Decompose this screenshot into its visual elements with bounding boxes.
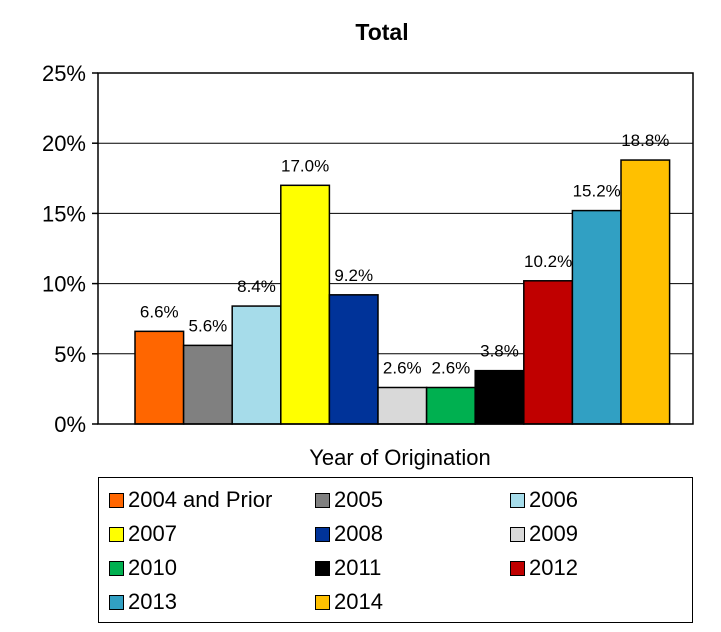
legend-swatch <box>315 492 330 508</box>
legend-item: 2012 <box>510 554 578 582</box>
legend-swatch <box>109 594 124 610</box>
legend-swatch <box>315 594 330 610</box>
legend-swatch <box>315 560 330 576</box>
bar-2007 <box>280 184 331 425</box>
data-label: 9.2% <box>334 266 373 285</box>
y-tick-label: 15% <box>42 201 86 226</box>
legend-swatch <box>109 492 124 508</box>
legend-item: 2008 <box>315 520 383 548</box>
legend-swatch <box>315 526 330 542</box>
bar-2012 <box>523 280 574 425</box>
legend-label: 2013 <box>128 589 177 614</box>
data-label: 15.2% <box>573 182 621 201</box>
legend-item: 2010 <box>109 554 177 582</box>
legend-item: 2005 <box>315 486 383 514</box>
bar-2009 <box>377 386 428 425</box>
data-label: 8.4% <box>237 277 276 296</box>
legend-swatch <box>510 492 525 508</box>
legend-label: 2006 <box>529 487 578 512</box>
legend-swatch <box>109 560 124 576</box>
legend-label: 2010 <box>128 555 177 580</box>
legend-item: 2009 <box>510 520 578 548</box>
y-tick-label: 5% <box>54 342 86 367</box>
legend-swatch <box>510 560 525 576</box>
legend: 2004 and Prior 2005 2006 2007 2008 2009 2010 20… <box>98 477 693 623</box>
bar-2013 <box>571 209 622 425</box>
data-label: 17.0% <box>281 156 329 175</box>
data-label: 2.6% <box>383 358 422 377</box>
data-label: 18.8% <box>621 131 669 150</box>
x-axis-label: Year of Origination <box>309 445 490 470</box>
y-tick-label: 10% <box>42 272 86 297</box>
legend-label: 2005 <box>334 487 383 512</box>
chart-title: Total <box>355 19 408 45</box>
y-tick-label: 25% <box>42 61 86 86</box>
y-tick-label: 0% <box>54 412 86 437</box>
y-axis-ticks: 0% 5% 10% 15% 20% 25% <box>42 61 98 437</box>
legend-label: 2008 <box>334 521 383 546</box>
bar-2014 <box>620 159 671 425</box>
legend-item: 2004 and Prior <box>109 486 272 514</box>
legend-item: 2014 <box>315 588 383 616</box>
data-label: 6.6% <box>140 302 179 321</box>
bar-2006 <box>231 305 282 425</box>
legend-item: 2007 <box>109 520 177 548</box>
legend-swatch <box>510 526 525 542</box>
legend-label: 2009 <box>529 521 578 546</box>
legend-label: 2012 <box>529 555 578 580</box>
bar-2010 <box>425 386 476 425</box>
legend-item: 2011 <box>315 554 381 582</box>
legend-item: 2013 <box>109 588 177 616</box>
legend-label: 2004 and Prior <box>128 487 273 512</box>
data-label: 3.8% <box>480 342 519 361</box>
plot-area-border <box>97 72 694 425</box>
legend-label: 2007 <box>128 521 177 546</box>
data-label: 5.6% <box>189 316 228 335</box>
bars <box>134 159 671 425</box>
bar-2008 <box>328 294 379 425</box>
data-label: 10.2% <box>524 252 572 271</box>
bar-2005 <box>182 344 233 425</box>
legend-label: 2014 <box>334 589 383 614</box>
y-tick-label: 20% <box>42 131 86 156</box>
data-labels: 6.6% 5.6% 8.4% 17.0% 9.2% 2.6% 2.6% 3.8% 10.2% 15… <box>140 131 669 377</box>
legend-label: 2011 <box>334 555 382 580</box>
legend-swatch <box>109 526 124 542</box>
data-label: 2.6% <box>432 358 471 377</box>
bar-2004-and-prior <box>134 330 185 425</box>
bar-2011 <box>474 369 525 425</box>
legend-item: 2006 <box>510 486 578 514</box>
